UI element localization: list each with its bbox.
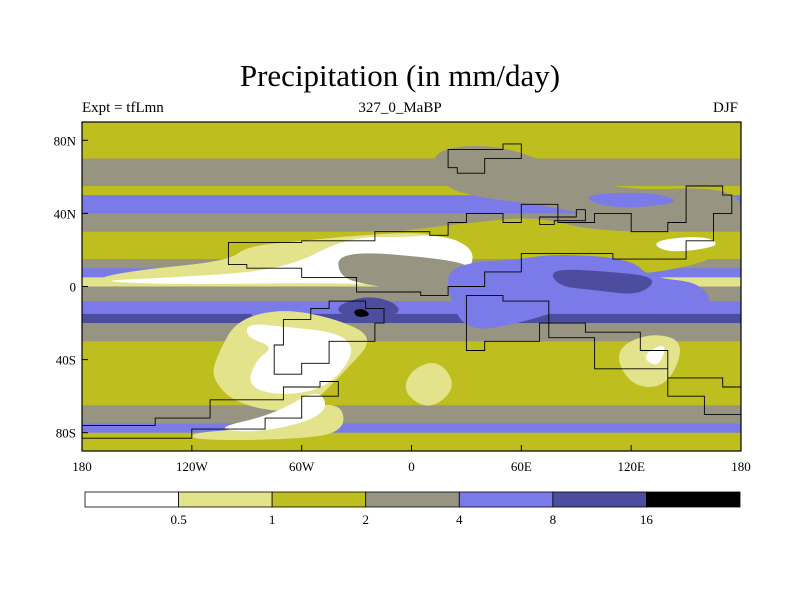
zonal-band-0 xyxy=(82,122,741,160)
chart-subtitle: 327_0_MaBP xyxy=(358,100,442,116)
precip-patch-10 xyxy=(354,309,369,317)
precip-patch-13 xyxy=(246,324,352,394)
x-tick-label-5: 120E xyxy=(617,459,645,474)
precip-patch-16 xyxy=(405,363,452,406)
y-tick-label-2: 0 xyxy=(70,280,77,295)
zonal-band-11 xyxy=(82,313,741,324)
x-tick-label-3: 0 xyxy=(408,459,415,474)
precip-patch-8 xyxy=(552,269,653,294)
continent-outline-1 xyxy=(447,143,522,174)
zonal-band-15 xyxy=(82,423,741,434)
chart-title: Precipitation (in mm/day) xyxy=(239,58,561,93)
colorbar-swatch-5 xyxy=(552,491,647,508)
colorbar-label-0: 0.5 xyxy=(170,512,186,527)
continent-outline-4 xyxy=(82,381,339,441)
x-tick-label-2: 60W xyxy=(289,459,315,474)
colorbar-swatch-6 xyxy=(646,491,741,508)
season-label: DJF xyxy=(712,100,738,116)
precip-patch-0 xyxy=(372,218,723,275)
precip-patch-15 xyxy=(224,393,326,432)
zonal-band-2 xyxy=(82,185,741,196)
continent-outline-2 xyxy=(539,209,586,225)
colorbar-swatch-0 xyxy=(84,491,179,508)
y-tick-label-1: 40N xyxy=(54,206,77,221)
colorbar-label-3: 4 xyxy=(456,512,463,527)
colorbar-swatch-1 xyxy=(178,491,273,508)
continent-outline-5 xyxy=(465,295,741,415)
x-tick-label-4: 60E xyxy=(511,459,532,474)
precip-patch-2 xyxy=(588,192,674,208)
colorbar-label-4: 8 xyxy=(550,512,557,527)
x-tick-label-1: 120W xyxy=(176,459,209,474)
y-tick-label-4: 80S xyxy=(56,426,76,441)
y-tick-label-3: 40S xyxy=(56,353,76,368)
experiment-label: Expt = tfLmn xyxy=(82,100,164,116)
colorbar-swatch-4 xyxy=(458,491,554,508)
colorbar-label-1: 1 xyxy=(269,512,276,527)
zonal-band-14 xyxy=(82,405,741,425)
coastline-outlines xyxy=(82,143,741,441)
precip-patch-1 xyxy=(433,146,741,230)
continent-outline-0 xyxy=(227,185,733,297)
axes: 180 120W 60W 0 60E 120E 180 80N 40N 0 40S 80S xyxy=(54,133,751,474)
colorbar-swatch-2 xyxy=(271,491,367,508)
continent-outline-3 xyxy=(273,300,385,375)
colorbar: 0.5 1 2 4 8 16 xyxy=(84,491,741,527)
x-tick-label-6: 180 xyxy=(731,459,751,474)
y-tick-label-0: 80N xyxy=(54,133,77,148)
x-tick-label-0: 180 xyxy=(72,459,92,474)
zonal-band-1 xyxy=(82,158,741,187)
precipitation-field xyxy=(82,122,741,451)
colorbar-swatch-3 xyxy=(365,491,460,508)
precip-patch-6 xyxy=(338,253,482,294)
precip-patch-7 xyxy=(448,254,710,329)
colorbar-label-2: 2 xyxy=(362,512,369,527)
colorbar-label-5: 16 xyxy=(640,512,654,527)
